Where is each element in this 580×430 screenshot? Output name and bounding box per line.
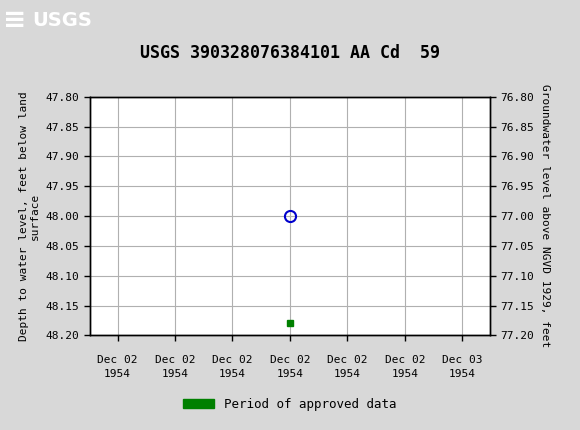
Text: USGS 390328076384101 AA Cd  59: USGS 390328076384101 AA Cd 59 <box>140 44 440 61</box>
Text: Dec 02: Dec 02 <box>155 355 195 365</box>
Text: 1954: 1954 <box>449 369 476 379</box>
Text: Dec 02: Dec 02 <box>270 355 310 365</box>
Text: USGS: USGS <box>32 11 92 30</box>
Text: Dec 02: Dec 02 <box>385 355 425 365</box>
Text: Dec 02: Dec 02 <box>212 355 253 365</box>
Text: 1954: 1954 <box>277 369 303 379</box>
Text: 1954: 1954 <box>104 369 131 379</box>
Text: Dec 02: Dec 02 <box>97 355 138 365</box>
Y-axis label: Groundwater level above NGVD 1929, feet: Groundwater level above NGVD 1929, feet <box>540 84 550 348</box>
Text: 1954: 1954 <box>334 369 361 379</box>
Text: Dec 02: Dec 02 <box>327 355 368 365</box>
Text: ≡: ≡ <box>3 6 26 34</box>
Text: 1954: 1954 <box>392 369 419 379</box>
Y-axis label: Depth to water level, feet below land
surface: Depth to water level, feet below land su… <box>19 91 40 341</box>
Text: 1954: 1954 <box>161 369 188 379</box>
Legend: Period of approved data: Period of approved data <box>178 393 402 416</box>
Text: 1954: 1954 <box>219 369 246 379</box>
Text: Dec 03: Dec 03 <box>442 355 483 365</box>
